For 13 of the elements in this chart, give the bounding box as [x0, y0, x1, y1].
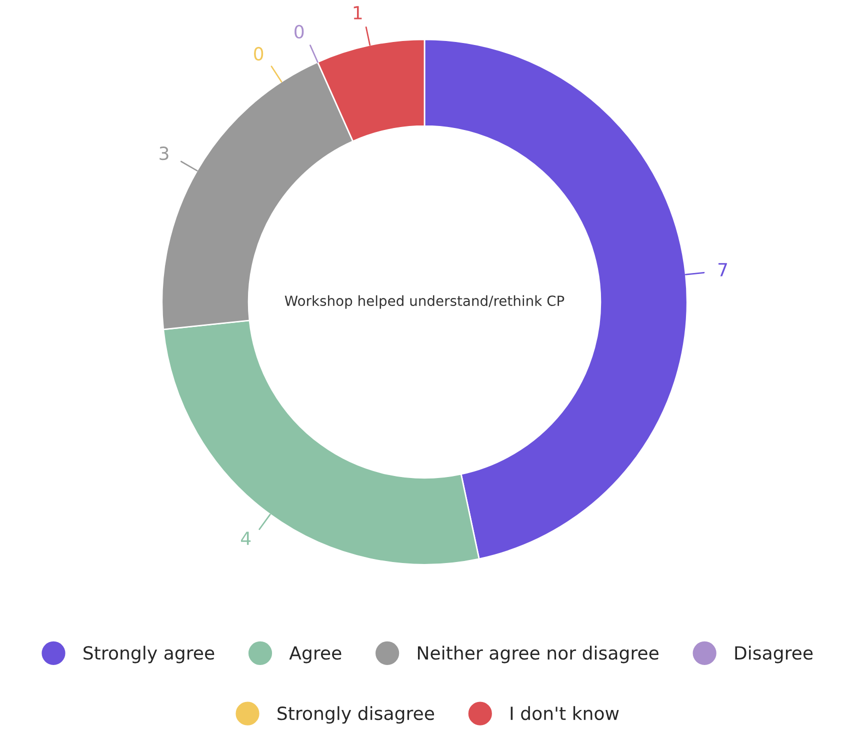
data-label: 4	[241, 532, 251, 545]
legend-label: Disagree	[735, 646, 813, 664]
data-label: 1	[354, 6, 362, 20]
legend-label: Agree	[289, 646, 342, 664]
legend-label: I don't know	[510, 706, 619, 720]
legend-label: Neither agree nor disagree	[418, 646, 658, 664]
data-label: 7	[718, 263, 727, 276]
legend-label: Strongly agree	[84, 646, 214, 664]
text: Workshop helped understand/rethink CP	[284, 295, 564, 309]
legend-label: Strongly disagree	[278, 706, 434, 724]
text: 0	[294, 24, 304, 39]
text: 0	[254, 46, 264, 61]
data-label: 3	[160, 146, 168, 160]
